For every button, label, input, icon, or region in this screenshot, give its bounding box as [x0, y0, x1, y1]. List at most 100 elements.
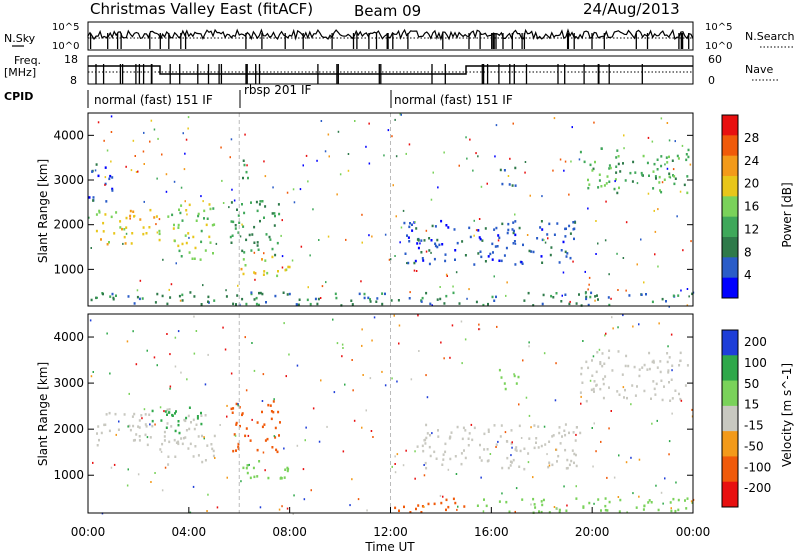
heatmap-cell — [686, 497, 689, 500]
heatmap-cell — [113, 463, 116, 466]
heatmap-cell — [495, 124, 498, 127]
heatmap-cell — [145, 232, 148, 235]
heatmap-cell — [441, 463, 444, 466]
heatmap-cell — [515, 382, 518, 385]
heatmap-cell — [168, 408, 171, 411]
heatmap-cell — [106, 149, 109, 152]
heatmap-cell — [411, 223, 413, 226]
heatmap-cell — [345, 238, 347, 241]
noise-trace — [87, 28, 694, 49]
heatmap-cell — [532, 476, 534, 479]
heatmap-cell — [651, 360, 654, 364]
heatmap-cell — [616, 191, 619, 195]
heatmap-cell — [654, 230, 657, 233]
heatmap-cell — [571, 449, 574, 452]
heatmap-cell — [391, 135, 393, 138]
colorbar-tick-label: 50 — [744, 377, 759, 391]
x-tick-label: 20:00 — [575, 525, 610, 539]
heatmap-cell — [212, 252, 214, 255]
x-axis-label: Time UT — [364, 540, 415, 554]
heatmap-cell — [480, 185, 483, 188]
heatmap-cell — [466, 297, 468, 300]
colorbar-tick-label: 24 — [744, 154, 759, 168]
heatmap-cell — [240, 480, 242, 483]
heatmap-cell — [232, 449, 235, 453]
heatmap-cell — [614, 178, 617, 181]
heatmap-cell — [158, 218, 161, 221]
heatmap-cell — [529, 194, 531, 197]
heatmap-cell — [431, 224, 434, 228]
heatmap-cell — [110, 115, 113, 118]
heatmap-cell — [589, 295, 592, 299]
y-tick-label: 4000 — [53, 330, 84, 344]
heatmap-cell — [261, 425, 264, 429]
heatmap-cell — [561, 435, 563, 438]
heatmap-cell — [145, 425, 148, 428]
heatmap-cell — [514, 448, 517, 451]
heatmap-cell — [418, 350, 420, 352]
heatmap-cell — [173, 223, 175, 227]
heatmap-cell — [173, 180, 176, 183]
heatmap-cell — [495, 226, 498, 230]
heatmap-cell — [521, 262, 524, 265]
heatmap-cell — [647, 501, 650, 504]
heatmap-cell — [685, 158, 688, 162]
heatmap-cell — [204, 414, 207, 417]
heatmap-cell — [155, 223, 157, 226]
heatmap-cell — [404, 252, 407, 255]
heatmap-cell — [478, 236, 481, 239]
heatmap-cell — [445, 294, 448, 298]
heatmap-cell — [92, 199, 95, 202]
heatmap-cell — [318, 440, 321, 443]
heatmap-cell — [513, 373, 515, 376]
heatmap-cell — [207, 300, 209, 303]
y-tick-label: 3000 — [53, 173, 84, 187]
heatmap-cell — [457, 505, 459, 508]
heatmap-cell — [593, 380, 596, 383]
x-axis-ticks: 00:00 04:00 08:00 12:00 16:00 20:00 00:00 — [71, 507, 710, 539]
heatmap-cell — [597, 498, 600, 501]
heatmap-cell — [188, 406, 191, 409]
x-tick-label: 04:00 — [172, 525, 207, 539]
heatmap-cell — [469, 138, 471, 141]
heatmap-cell — [185, 138, 188, 141]
heatmap-cell — [395, 155, 398, 158]
heatmap-cell — [672, 168, 675, 171]
heatmap-cell — [231, 234, 234, 237]
heatmap-cell — [127, 468, 129, 471]
heatmap-cell — [565, 509, 568, 512]
heatmap-cell — [498, 259, 501, 262]
heatmap-cell — [528, 345, 530, 348]
heatmap-cell — [434, 242, 437, 245]
heatmap-cell — [509, 460, 512, 463]
heatmap-cell — [236, 208, 238, 211]
heatmap-cell — [281, 255, 284, 258]
heatmap-cell — [638, 323, 640, 326]
heatmap-cell — [351, 303, 354, 306]
heatmap-cell — [464, 429, 467, 432]
heatmap-cell — [241, 412, 244, 415]
freq-line — [88, 65, 693, 75]
heatmap-cell — [245, 427, 248, 430]
heatmap-cell — [608, 273, 610, 276]
heatmap-cell — [334, 292, 337, 296]
heatmap-cell — [200, 411, 202, 415]
heatmap-cell — [100, 238, 102, 241]
heatmap-cell — [421, 505, 424, 508]
heatmap-cell — [174, 336, 177, 339]
heatmap-cell — [219, 424, 221, 426]
heatmap-cell — [400, 226, 403, 229]
heatmap-cell — [461, 362, 463, 365]
heatmap-cell — [679, 190, 682, 193]
heatmap-cell — [90, 247, 92, 249]
heatmap-cell — [471, 438, 474, 442]
heatmap-cell — [652, 170, 655, 173]
heatmap-cell — [193, 427, 196, 431]
heatmap-cell — [286, 191, 289, 194]
heatmap-cell — [591, 427, 593, 429]
heatmap-cell — [264, 469, 266, 472]
heatmap-cell — [243, 211, 246, 215]
heatmap-cell — [444, 450, 447, 454]
heatmap-cell — [558, 261, 561, 264]
heatmap-cell — [435, 457, 438, 460]
